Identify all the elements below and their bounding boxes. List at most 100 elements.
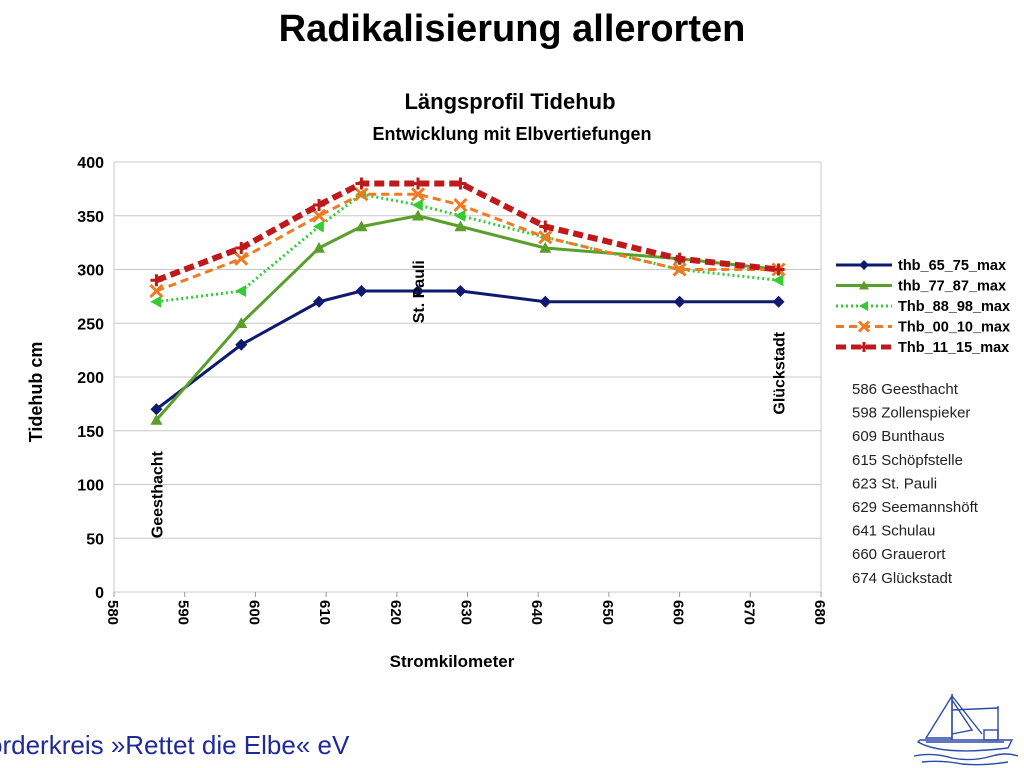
station-list-item: 623 St. Pauli — [852, 475, 937, 492]
x-tick-label: 580 — [104, 600, 121, 625]
x-tick-label: 660 — [670, 600, 687, 625]
legend-label: thb_77_87_max — [898, 279, 1006, 295]
data-point — [454, 285, 467, 297]
y-tick-label: 50 — [86, 531, 104, 548]
y-tick-label: 150 — [77, 424, 104, 441]
data-point — [454, 209, 466, 222]
data-point — [772, 263, 785, 276]
legend-label: Thb_00_10_max — [898, 320, 1010, 336]
legend-item: Thb_00_10_max — [836, 320, 1010, 336]
station-annotation: Geesthacht — [149, 450, 166, 538]
x-tick-label: 630 — [458, 600, 475, 625]
data-point — [313, 220, 324, 233]
station-list-item: 641 Schulau — [852, 523, 935, 540]
data-point — [149, 283, 164, 299]
slide-title: Radikalisierung allerorten — [278, 8, 746, 50]
data-point — [355, 220, 368, 232]
x-tick-label: 680 — [811, 600, 828, 625]
data-point — [412, 199, 423, 211]
station-list-item: 660 Grauerort — [852, 546, 946, 563]
y-tick-label: 100 — [77, 478, 104, 495]
series-5 — [150, 177, 785, 287]
y-tick-label: 300 — [77, 263, 104, 280]
y-tick-label: 0 — [95, 585, 104, 602]
station-list-item: 615 Schöpfstelle — [852, 452, 963, 469]
data-point — [539, 295, 552, 308]
y-axis-label: Tidehub cm — [26, 342, 46, 443]
data-point — [150, 295, 162, 308]
data-point — [859, 260, 869, 270]
data-point — [235, 317, 248, 329]
x-tick-label: 620 — [387, 600, 404, 625]
series-group — [149, 177, 786, 425]
data-point — [539, 220, 552, 233]
series-line — [155, 180, 779, 284]
x-axis-label: Stromkilometer — [390, 652, 515, 671]
legend-label: Thb_88_98_max — [898, 299, 1010, 315]
y-tick-label: 250 — [77, 316, 104, 333]
x-tick-label: 670 — [740, 600, 757, 625]
chart-title: Längsprofil Tidehub — [404, 89, 615, 114]
station-list-item: 674 Glückstadt — [852, 570, 953, 587]
station-annotation: St. Pauli — [411, 260, 428, 323]
data-point — [410, 187, 426, 202]
data-point — [453, 197, 468, 213]
y-tick-label: 350 — [77, 209, 104, 226]
legend-item: thb_65_75_max — [836, 258, 1006, 274]
data-point — [235, 242, 248, 254]
station-list-item: 629 Seemannshöft — [852, 499, 979, 516]
data-point — [859, 301, 868, 311]
x-tick-label: 600 — [245, 600, 262, 625]
data-point — [454, 177, 467, 190]
x-tick-label: 590 — [175, 600, 192, 625]
y-tick-label: 200 — [77, 370, 104, 387]
data-point — [355, 177, 368, 190]
data-point — [354, 187, 369, 202]
data-point — [859, 280, 869, 290]
data-point — [859, 342, 869, 352]
data-point — [313, 295, 326, 308]
data-point — [673, 295, 686, 308]
station-list-item: 609 Bunthaus — [852, 428, 945, 445]
data-point — [150, 403, 163, 416]
data-point — [150, 274, 163, 287]
series-4 — [149, 187, 786, 299]
station-list: 586 Geesthacht 598 Zollenspieker 609 Bunth… — [852, 381, 979, 587]
axes: 0 50 100 150 200 250 300 350 400 580 590 600 610 620 6… — [77, 155, 828, 625]
data-point — [235, 285, 247, 297]
legend-item: thb_77_87_max — [836, 279, 1006, 295]
data-point — [538, 230, 553, 245]
data-point — [412, 285, 425, 297]
data-point — [772, 274, 784, 287]
data-point — [412, 177, 425, 190]
data-point — [313, 199, 326, 211]
footer-text: örderkreis »Rettet die Elbe« eV — [0, 730, 350, 760]
legend-item: Thb_88_98_max — [836, 299, 1010, 315]
x-tick-label: 640 — [528, 600, 545, 625]
series-1 — [150, 285, 785, 416]
data-point — [454, 220, 467, 232]
legend-label: thb_65_75_max — [898, 258, 1006, 274]
data-point — [235, 338, 248, 351]
station-annotation: Glückstadt — [772, 331, 789, 414]
data-point — [673, 252, 686, 265]
y-tick-label: 400 — [77, 155, 104, 172]
x-tick-label: 610 — [316, 600, 333, 625]
series-line — [155, 192, 779, 293]
data-point — [313, 242, 326, 253]
legend: thb_65_75_max thb_77_87_max Thb_88_98_max T… — [836, 258, 1010, 356]
annotations: Geesthacht St. Pauli Glückstadt — [149, 260, 788, 538]
data-point — [672, 262, 687, 277]
data-point — [355, 285, 368, 297]
station-list-item: 586 Geesthacht — [852, 381, 959, 398]
legend-label: Thb_11_15_max — [898, 340, 1009, 356]
x-tick-label: 650 — [599, 600, 616, 625]
data-point — [234, 251, 249, 266]
data-point — [857, 320, 871, 333]
data-point — [539, 242, 552, 253]
data-point — [772, 295, 785, 308]
data-point — [150, 414, 163, 425]
chart-subtitle: Entwicklung mit Elbvertiefungen — [372, 124, 651, 144]
data-point — [412, 209, 425, 221]
